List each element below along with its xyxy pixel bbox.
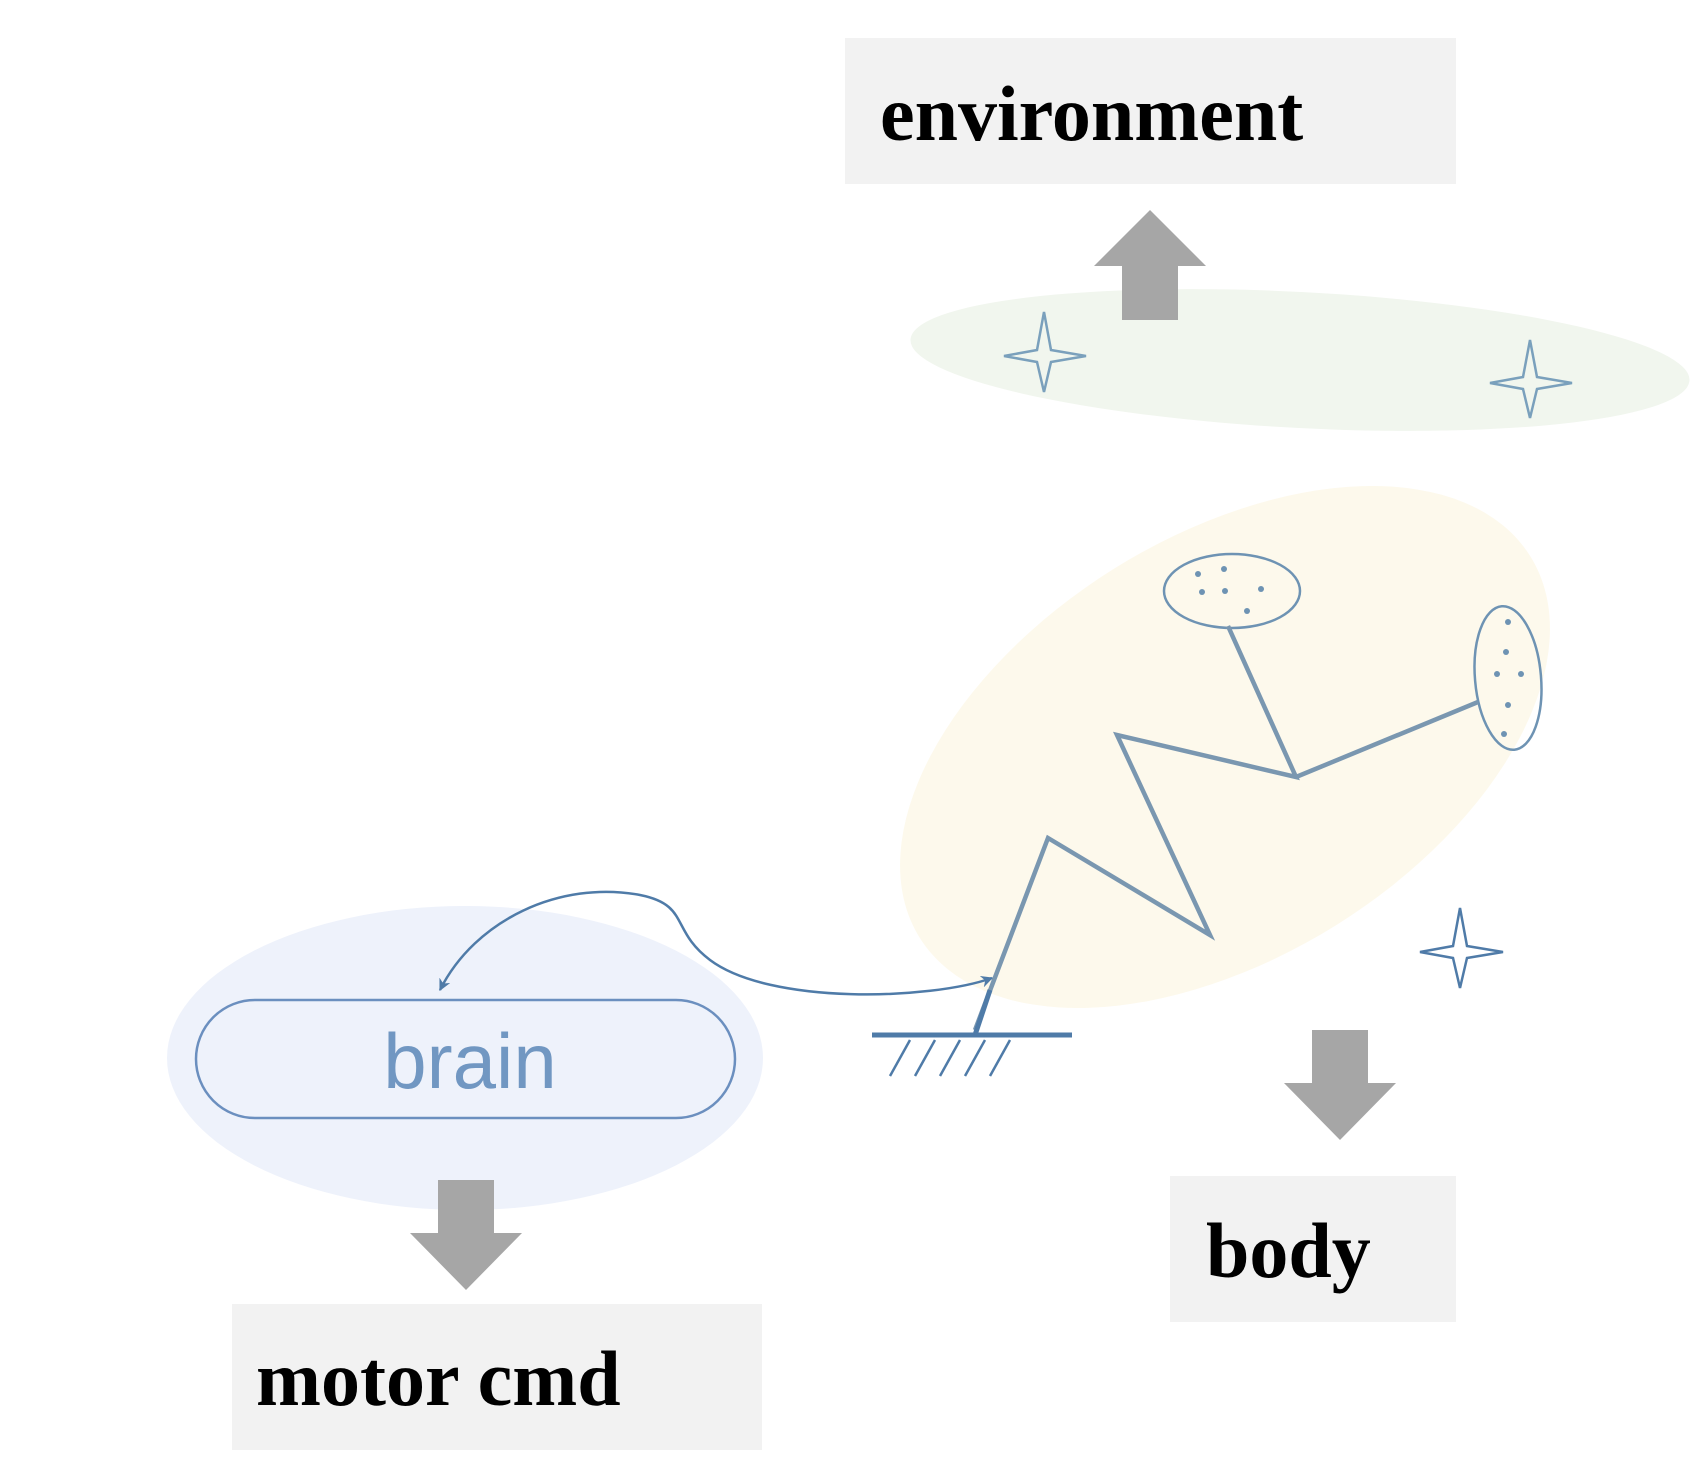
environment-label-text: environment: [880, 70, 1303, 157]
feedback-arrow: [438, 890, 994, 996]
body-label: body: [1170, 1176, 1456, 1322]
body-label-text: body: [1206, 1207, 1371, 1294]
down-arrow-icon: [410, 1180, 522, 1290]
brain-label: brain: [383, 1017, 556, 1105]
environment-region: [910, 289, 1690, 431]
body-link-arm: [1295, 699, 1479, 780]
sensor-pad-right: [1473, 604, 1543, 752]
four-point-star-icon: [1003, 311, 1087, 393]
four-point-star-icon: [1489, 339, 1573, 419]
up-arrow-icon: [1094, 210, 1206, 320]
sensor-pad-top: [1162, 552, 1302, 630]
body-linkage: [972, 625, 1300, 1031]
ground-hatch-icon: [872, 989, 1072, 1077]
body-region: [900, 486, 1550, 1008]
brain-node: brain: [194, 998, 737, 1120]
environment-label: environment: [845, 38, 1456, 184]
motor-cmd-label: motor cmd: [232, 1304, 762, 1450]
down-arrow-icon: [1284, 1030, 1396, 1140]
four-point-star-icon: [1419, 907, 1504, 989]
motor-cmd-label-text: motor cmd: [256, 1335, 621, 1422]
